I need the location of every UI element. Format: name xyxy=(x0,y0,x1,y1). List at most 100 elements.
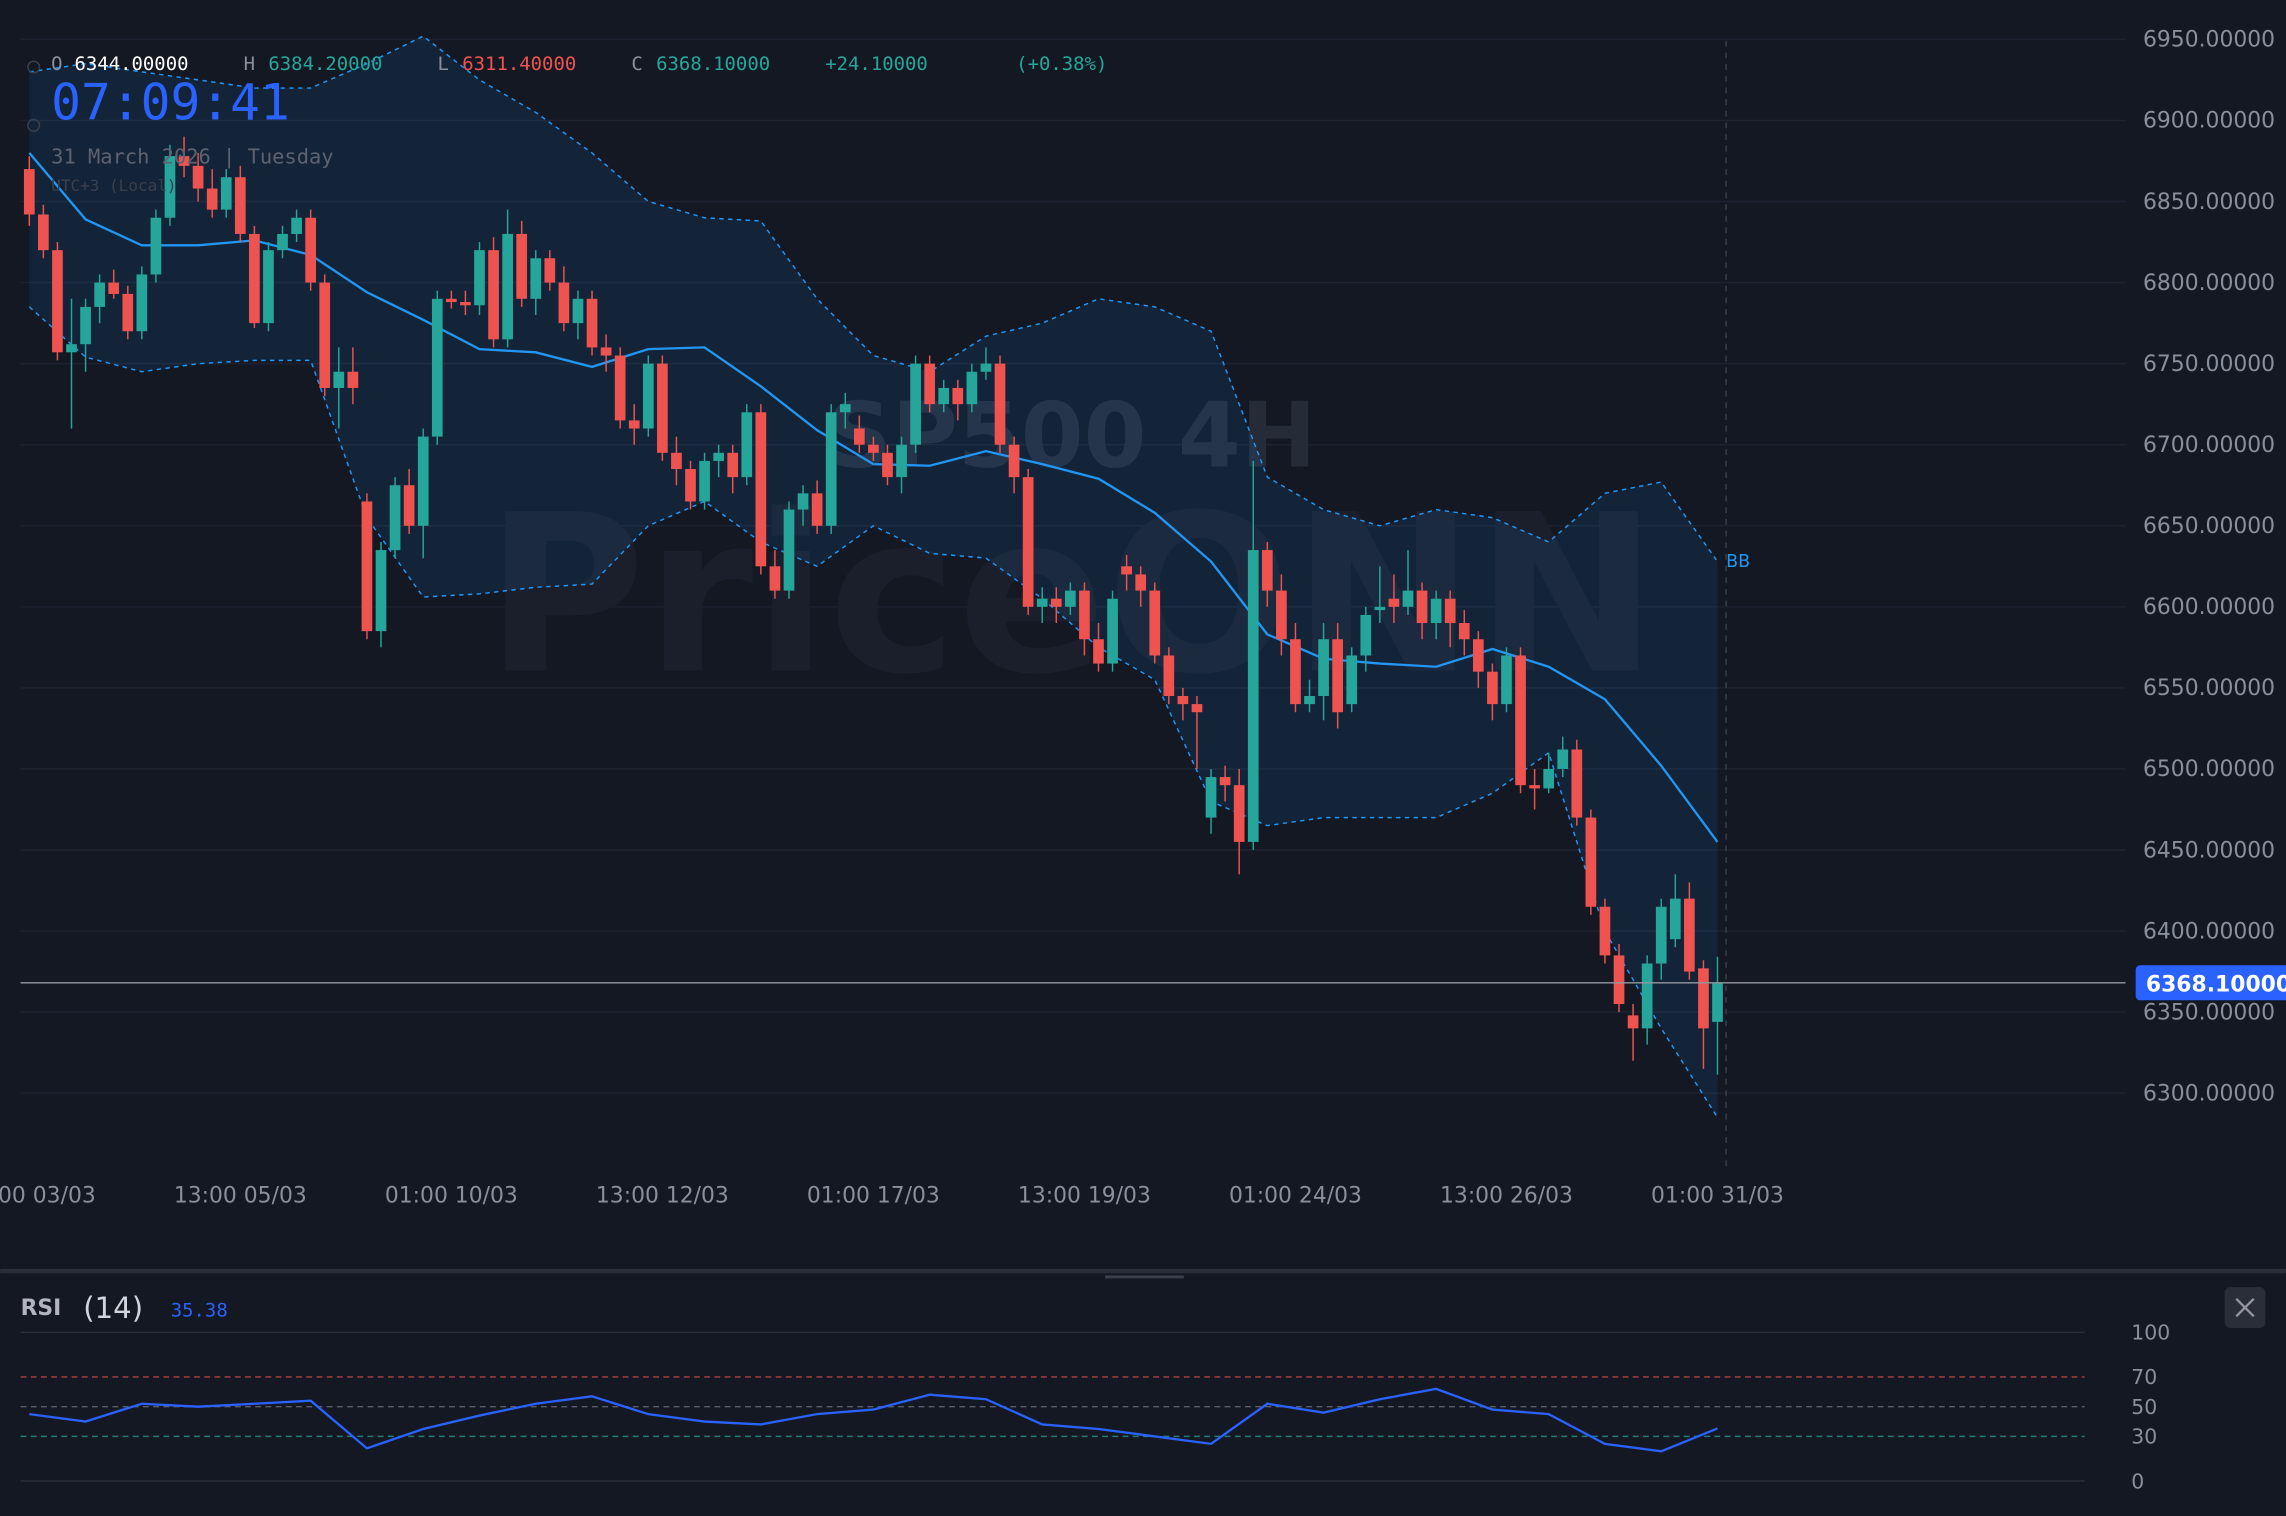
eye-icon[interactable] xyxy=(27,60,41,74)
candle-body xyxy=(1402,590,1414,607)
rsi-line xyxy=(29,1387,1718,1453)
candle-body xyxy=(1430,598,1442,624)
close-button[interactable] xyxy=(2224,1287,2266,1328)
candle-body xyxy=(811,493,823,526)
y-tick-label: 6650.00000 xyxy=(2143,514,2275,539)
candle-body xyxy=(206,188,218,210)
candle-body xyxy=(642,363,654,429)
candle-body xyxy=(1022,477,1034,607)
candle-body xyxy=(234,177,246,234)
candle-body xyxy=(1036,598,1048,607)
rsi-period: (14) xyxy=(83,1291,143,1325)
candle-body xyxy=(1472,639,1484,672)
candle-body xyxy=(839,404,851,413)
candle-body xyxy=(868,444,879,453)
c-value: 6368.10000 xyxy=(656,53,770,75)
candle-body xyxy=(1121,566,1132,575)
y-tick-label: 6550.00000 xyxy=(2143,676,2275,701)
candle-body xyxy=(1374,606,1386,611)
candle-body xyxy=(1416,590,1428,624)
candle-body xyxy=(1669,898,1681,940)
close-icon[interactable] xyxy=(2235,1298,2255,1318)
candle-body xyxy=(530,258,542,299)
candle-body xyxy=(1008,444,1020,478)
candle-body xyxy=(699,460,710,502)
clock: 07:09:41 xyxy=(51,74,290,132)
candle-body xyxy=(966,371,978,405)
candle-body xyxy=(333,371,345,388)
candle-body xyxy=(460,302,471,306)
candle-body xyxy=(122,293,134,332)
candle-body xyxy=(1219,777,1231,786)
candle-body xyxy=(769,566,781,591)
last-price-label: 6368.10000 xyxy=(2146,973,2286,998)
candle-body xyxy=(572,298,584,324)
candle-body xyxy=(1065,590,1076,607)
candle-body xyxy=(23,169,35,215)
candle-body xyxy=(375,550,387,632)
plot xyxy=(23,35,1723,1118)
candle-body xyxy=(1360,614,1372,656)
l-label: L xyxy=(437,53,448,75)
candle-body xyxy=(1627,1015,1639,1029)
x-tick-label: 01:00 31/03 xyxy=(1651,1184,1784,1209)
rsi-title: RSI xyxy=(21,1296,62,1321)
last-price-tag xyxy=(2135,965,2286,1001)
y-tick-label: 50 xyxy=(2131,1395,2157,1419)
candle-body xyxy=(164,156,176,218)
candle-body xyxy=(1641,963,1653,1029)
rsi-pane: 0 30 50 70 100 xyxy=(20,1321,2170,1493)
candle-body xyxy=(291,217,302,234)
x-tick-label: 01:00 24/03 xyxy=(1229,1184,1362,1209)
candle-body xyxy=(319,282,331,388)
candle-body xyxy=(1698,968,1709,1029)
y-tick-label: 30 xyxy=(2131,1425,2157,1449)
x-tick-label: 13:00 19/03 xyxy=(1018,1184,1151,1209)
candle-body xyxy=(1501,655,1512,705)
candle-body xyxy=(938,387,950,405)
candle-body xyxy=(220,177,232,210)
y-tick-label: 6750.00000 xyxy=(2143,352,2275,377)
candle-body xyxy=(558,282,570,324)
candle-body xyxy=(66,344,77,353)
candle-body xyxy=(1515,655,1526,786)
candle-body xyxy=(614,355,626,421)
x-tick-label: 13:00 12/03 xyxy=(596,1184,729,1209)
candle-body xyxy=(544,258,556,283)
eye-icon[interactable] xyxy=(27,118,41,132)
candle-body xyxy=(713,452,724,461)
candle-body xyxy=(1276,590,1287,640)
bb-lower xyxy=(28,306,1719,1118)
candle-body xyxy=(1261,550,1273,591)
candle-body xyxy=(1050,598,1062,607)
candle-body xyxy=(1191,704,1203,713)
ohlc-header: O 6344.00000 H 6384.20000 L 6311.40000 C… xyxy=(27,53,1107,195)
candle-body xyxy=(952,387,964,405)
y-tick-label: 6900.00000 xyxy=(2143,109,2275,134)
candle-body xyxy=(783,509,795,591)
y-tick-label: 6950.00000 xyxy=(2143,28,2275,53)
candle-body xyxy=(600,347,612,356)
x-tick-label: 13:00 26/03 xyxy=(1440,1184,1573,1209)
y-tick-label: 0 xyxy=(2131,1469,2144,1493)
y-tick-label: 6500.00000 xyxy=(2143,757,2275,782)
candle-body xyxy=(1458,623,1470,640)
candle-body xyxy=(1177,695,1189,705)
y-tick-label: 70 xyxy=(2131,1365,2157,1389)
candle-body xyxy=(38,214,49,251)
candle-body xyxy=(516,233,528,299)
candle-body xyxy=(994,363,1006,445)
bb-upper xyxy=(29,35,1719,562)
change: +24.10000 xyxy=(825,53,928,75)
date: 31 March 2026 | Tuesday xyxy=(51,144,333,169)
x-tick-label: 01:00 17/03 xyxy=(807,1184,940,1209)
candle-body xyxy=(474,250,485,306)
candle-body xyxy=(1557,749,1569,769)
c-label: C xyxy=(631,53,642,75)
candle-body xyxy=(108,282,120,294)
candle-body xyxy=(445,298,457,303)
candle-body xyxy=(80,306,91,345)
